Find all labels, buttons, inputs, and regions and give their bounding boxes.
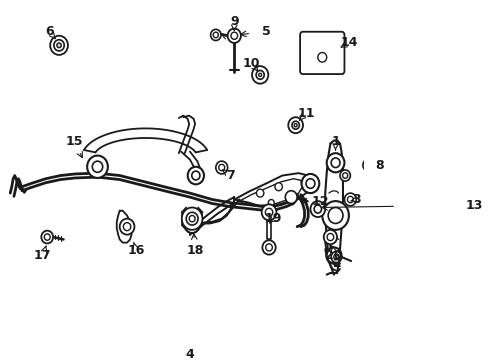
Text: 19: 19 (265, 212, 282, 225)
Circle shape (231, 32, 238, 39)
Text: 2: 2 (333, 257, 342, 270)
Text: 12: 12 (312, 195, 330, 208)
Circle shape (185, 217, 199, 233)
Text: 17: 17 (34, 249, 51, 262)
Text: 3: 3 (352, 193, 361, 206)
Circle shape (44, 234, 50, 240)
Circle shape (301, 174, 319, 193)
Circle shape (306, 179, 315, 188)
Circle shape (123, 223, 131, 231)
Circle shape (50, 36, 68, 55)
Text: 15: 15 (65, 135, 83, 148)
Circle shape (219, 165, 225, 171)
Circle shape (314, 205, 321, 213)
Circle shape (288, 117, 303, 133)
Circle shape (327, 153, 344, 172)
Circle shape (324, 230, 337, 244)
Circle shape (334, 254, 339, 260)
Circle shape (188, 167, 204, 184)
FancyBboxPatch shape (300, 32, 344, 74)
Circle shape (192, 171, 200, 180)
Circle shape (216, 161, 228, 174)
Circle shape (318, 53, 327, 62)
Circle shape (331, 158, 340, 167)
Circle shape (41, 231, 53, 243)
Circle shape (252, 66, 269, 84)
Circle shape (256, 71, 264, 79)
Circle shape (259, 73, 262, 76)
Text: 7: 7 (226, 169, 235, 182)
Text: 5: 5 (262, 25, 270, 38)
Circle shape (92, 161, 103, 172)
Text: 20: 20 (325, 249, 343, 262)
Circle shape (54, 40, 64, 51)
Circle shape (266, 208, 273, 216)
Text: 14: 14 (340, 36, 358, 49)
Circle shape (262, 204, 276, 220)
Circle shape (182, 207, 202, 230)
Circle shape (363, 159, 375, 172)
Circle shape (213, 32, 219, 38)
Text: 8: 8 (376, 159, 384, 172)
Circle shape (262, 240, 276, 255)
Circle shape (285, 191, 297, 203)
Text: 9: 9 (230, 15, 239, 28)
Circle shape (327, 233, 334, 240)
Circle shape (269, 199, 274, 206)
Circle shape (211, 30, 221, 41)
Circle shape (343, 173, 348, 178)
Text: 11: 11 (297, 107, 315, 120)
Circle shape (328, 207, 343, 224)
Circle shape (327, 247, 342, 264)
Circle shape (344, 193, 356, 206)
Text: 16: 16 (127, 244, 145, 257)
Circle shape (189, 221, 196, 229)
Circle shape (275, 183, 282, 191)
Circle shape (256, 189, 264, 197)
Circle shape (57, 43, 61, 48)
Circle shape (186, 212, 198, 225)
Text: 10: 10 (243, 57, 260, 70)
Circle shape (340, 170, 350, 181)
Text: 4: 4 (186, 348, 195, 360)
Circle shape (120, 219, 134, 235)
Circle shape (322, 201, 349, 230)
Circle shape (87, 156, 108, 178)
Text: 13: 13 (466, 199, 483, 212)
Circle shape (189, 216, 195, 222)
Circle shape (311, 201, 325, 217)
Text: 1: 1 (331, 135, 340, 148)
Circle shape (347, 196, 353, 203)
Circle shape (292, 121, 299, 129)
Circle shape (331, 251, 342, 262)
Circle shape (266, 244, 272, 251)
Text: 18: 18 (186, 244, 204, 257)
Text: 6: 6 (45, 25, 54, 38)
Circle shape (228, 28, 241, 43)
Circle shape (294, 123, 297, 127)
